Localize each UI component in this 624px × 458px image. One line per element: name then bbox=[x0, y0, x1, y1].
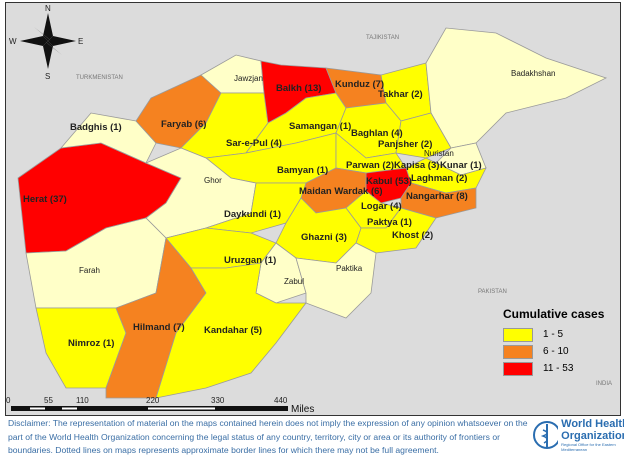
who-logo: World Health Organization Regional Office … bbox=[532, 418, 624, 452]
label-farah: Farah bbox=[79, 266, 100, 275]
label-kabul: Kabul (53) bbox=[366, 176, 412, 187]
scale-bar: 0 55 110 220 330 440 Miles bbox=[6, 396, 314, 415]
label-baghlan: Baghlan (4) bbox=[351, 128, 403, 139]
legend-swatch bbox=[503, 344, 533, 359]
country-label: INDIA bbox=[596, 381, 612, 387]
label-panjsher: Panjsher (2) bbox=[378, 139, 432, 150]
scale-tick: 110 bbox=[76, 396, 89, 405]
who-emblem-icon bbox=[533, 421, 559, 449]
compass-e: E bbox=[78, 37, 83, 46]
label-logar: Logar (4) bbox=[361, 201, 402, 212]
map: TAJIKISTAN TURKMENISTAN PAKISTAN INDIA N… bbox=[6, 4, 612, 415]
scale-unit: Miles bbox=[291, 404, 314, 415]
label-daykundi: Daykundi (1) bbox=[224, 209, 281, 220]
label-balkh: Balkh (13) bbox=[276, 83, 321, 94]
label-zabul: Zabul bbox=[284, 277, 304, 286]
label-ghazni: Ghazni (3) bbox=[301, 232, 347, 243]
label-maidan: Maidan Wardak (6) bbox=[299, 186, 383, 197]
country-label: TURKMENISTAN bbox=[76, 75, 123, 81]
legend-item: 6 - 10 bbox=[503, 343, 604, 360]
label-sarepul: Sar-e-Pul (4) bbox=[226, 138, 282, 149]
scale-tick: 0 bbox=[6, 396, 11, 405]
legend-swatch bbox=[503, 327, 533, 342]
label-badghis: Badghis (1) bbox=[70, 122, 122, 133]
label-kunduz: Kunduz (7) bbox=[335, 79, 384, 90]
label-kunar: Kunar (1) bbox=[440, 160, 482, 171]
label-khost: Khost (2) bbox=[392, 230, 433, 241]
province-labels: Herat (37) Badghis (1) Faryab (6) Jawzja… bbox=[23, 69, 555, 349]
province-paktika[interactable] bbox=[295, 242, 377, 319]
legend-label: 6 - 10 bbox=[543, 346, 569, 357]
compass-n: N bbox=[45, 4, 51, 13]
who-name-1: World Health bbox=[561, 418, 624, 430]
legend: Cumulative cases 1 - 5 6 - 10 11 - 53 bbox=[503, 307, 604, 377]
label-bamyan: Bamyan (1) bbox=[277, 165, 328, 176]
legend-item: 11 - 53 bbox=[503, 360, 604, 377]
label-takhar: Takhar (2) bbox=[378, 89, 423, 100]
province-nangarhar[interactable] bbox=[400, 182, 477, 219]
disclaimer: Disclaimer: The representation of materi… bbox=[8, 418, 528, 455]
label-hilmand: Hilmand (7) bbox=[133, 322, 185, 333]
label-parwan: Parwan (2) bbox=[346, 160, 394, 171]
province-kandahar[interactable] bbox=[155, 262, 307, 399]
label-samangan: Samangan (1) bbox=[289, 121, 351, 132]
label-kandahar: Kandahar (5) bbox=[204, 325, 262, 336]
legend-label: 11 - 53 bbox=[543, 363, 574, 374]
province-badakhshan[interactable] bbox=[425, 27, 608, 149]
compass-s: S bbox=[45, 72, 50, 81]
label-nangarhar: Nangarhar (8) bbox=[406, 191, 468, 202]
label-nuristan: Nuristan bbox=[424, 149, 454, 158]
legend-title: Cumulative cases bbox=[503, 307, 605, 321]
province-daykundi[interactable] bbox=[205, 182, 307, 234]
label-jawzjan: Jawzjan bbox=[234, 74, 263, 83]
label-nimroz: Nimroz (1) bbox=[68, 338, 114, 349]
province-panjsher[interactable] bbox=[395, 112, 452, 159]
scale-tick: 55 bbox=[44, 396, 53, 405]
label-paktya: Paktya (1) bbox=[367, 217, 412, 228]
label-kapisa: Kapisa (3) bbox=[394, 160, 439, 171]
scale-tick: 220 bbox=[146, 396, 160, 405]
label-herat: Herat (37) bbox=[23, 194, 67, 205]
label-paktika: Paktika bbox=[336, 264, 363, 273]
label-faryab: Faryab (6) bbox=[161, 119, 206, 130]
country-label: TAJIKISTAN bbox=[366, 35, 399, 41]
legend-swatch bbox=[503, 361, 533, 376]
compass-w: W bbox=[9, 37, 17, 46]
compass-rose: N S W E bbox=[9, 4, 83, 81]
country-label: PAKISTAN bbox=[478, 289, 507, 295]
label-laghman: Laghman (2) bbox=[411, 173, 467, 184]
who-name-2: Organization bbox=[561, 430, 624, 442]
who-sub: Regional Office for the Eastern Mediterr… bbox=[561, 442, 616, 452]
label-badakhshan: Badakhshan bbox=[511, 69, 555, 78]
legend-item: 1 - 5 bbox=[503, 326, 604, 343]
legend-label: 1 - 5 bbox=[543, 329, 564, 340]
label-ghor: Ghor bbox=[204, 176, 222, 185]
label-uruzgan: Uruzgan (1) bbox=[224, 255, 276, 266]
scale-tick: 440 bbox=[274, 396, 288, 405]
map-frame: TAJIKISTAN TURKMENISTAN PAKISTAN INDIA N… bbox=[5, 2, 621, 416]
scale-tick: 330 bbox=[211, 396, 225, 405]
